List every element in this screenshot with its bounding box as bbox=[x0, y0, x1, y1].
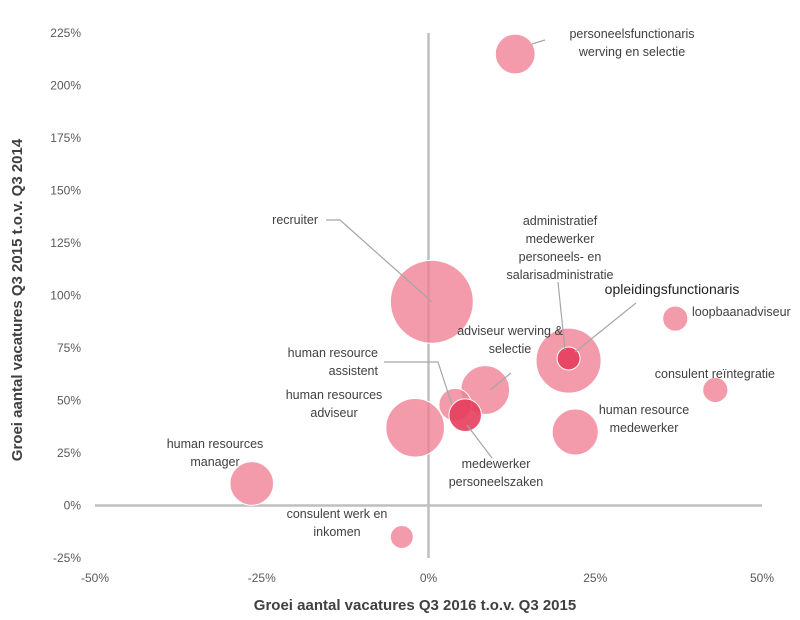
data-label-line: medewerker bbox=[610, 421, 679, 435]
data-label-human-resource-medewerker: human resource medewerker bbox=[599, 403, 689, 435]
y-tick-label: 25% bbox=[57, 446, 81, 460]
data-label-line: selectie bbox=[489, 342, 531, 356]
bubble-consulent-reintegratie bbox=[702, 376, 729, 404]
data-label-line: personeels- en bbox=[519, 250, 602, 264]
data-label-human-resources-adviseur: human resources adviseur bbox=[286, 388, 383, 420]
data-label-line: personeelszaken bbox=[449, 475, 544, 489]
y-tick-labels: -25% 0% 25% 50% 75% 100% 125% 150% 175% 200% 225% bbox=[50, 26, 81, 565]
data-label-consulent-reintegratie: consulent reïntegratie bbox=[655, 367, 775, 381]
bubble-human-resource-medewerker bbox=[551, 408, 599, 456]
y-tick-label: 100% bbox=[50, 289, 81, 303]
data-label-human-resources-manager: human resources manager bbox=[167, 437, 264, 469]
leader-line-administratief bbox=[557, 281, 566, 351]
x-tick-label: 25% bbox=[583, 571, 607, 585]
data-label-line: administratief bbox=[523, 214, 598, 228]
bubble-human-resources-adviseur bbox=[385, 397, 445, 458]
y-tick-label: 75% bbox=[57, 341, 81, 355]
x-tick-labels: -50% -25% 0% 25% 50% bbox=[81, 571, 774, 585]
data-label-line: inkomen bbox=[313, 525, 360, 539]
leader-line-adviseur-werving bbox=[489, 372, 512, 391]
y-tick-label: 225% bbox=[50, 26, 81, 40]
data-label-line: recruiter bbox=[272, 213, 318, 227]
data-label-line: opleidingsfunctionaris bbox=[605, 281, 740, 297]
data-label-recruiter: recruiter bbox=[272, 213, 318, 227]
data-label-line: consulent werk en bbox=[287, 507, 388, 521]
data-label-line: loopbaanadviseur bbox=[692, 305, 791, 319]
data-label-administratief: administratief medewerker personeels- en sa… bbox=[507, 214, 614, 282]
leader-line-human-resource-assistent bbox=[384, 361, 453, 406]
data-label-line: human resource bbox=[599, 403, 689, 417]
data-label-line: human resources bbox=[286, 388, 383, 402]
leader-line-medewerker-personeelszaken bbox=[466, 424, 493, 459]
x-tick-label: 50% bbox=[750, 571, 774, 585]
y-tick-label: 50% bbox=[57, 394, 81, 408]
data-label-line: adviseur bbox=[310, 406, 357, 420]
leader-line-personeelsfunctionaris bbox=[531, 39, 546, 45]
y-tick-label: 150% bbox=[50, 184, 81, 198]
data-label-line: assistent bbox=[329, 364, 379, 378]
data-label-line: werving en selectie bbox=[578, 45, 685, 59]
data-label-line: adviseur werving & bbox=[457, 324, 563, 338]
data-label-line: consulent reïntegratie bbox=[655, 367, 775, 381]
bubble-administratief bbox=[556, 346, 581, 371]
leader-line-recruiter bbox=[326, 219, 433, 303]
bubble-human-resources-manager bbox=[229, 461, 275, 506]
x-axis-title: Groei aantal vacatures Q3 2016 t.o.v. Q3… bbox=[254, 597, 576, 614]
bubble-personeelsfunctionaris bbox=[494, 33, 536, 75]
leader-line-opleidingsfunctionaris bbox=[574, 302, 637, 353]
data-label-line: medewerker bbox=[526, 232, 595, 246]
y-tick-label: -25% bbox=[53, 551, 81, 565]
data-label-line: salarisadministratie bbox=[507, 268, 614, 282]
x-tick-label: -25% bbox=[248, 571, 276, 585]
bubble-loopbaanadviseur bbox=[662, 305, 689, 332]
y-tick-label: 175% bbox=[50, 131, 81, 145]
y-axis-title: Groei aantal vacatures Q3 2015 t.o.v. Q3… bbox=[9, 138, 26, 461]
bubble-labels: personeelsfunctionaris werving en selecti… bbox=[167, 27, 791, 539]
data-label-opleidingsfunctionaris: opleidingsfunctionaris bbox=[605, 281, 740, 297]
data-label-line: personeelsfunctionaris bbox=[569, 27, 694, 41]
y-tick-label: 0% bbox=[64, 499, 82, 513]
x-tick-label: -50% bbox=[81, 571, 109, 585]
y-tick-label: 200% bbox=[50, 79, 81, 93]
data-label-consulent-werk: consulent werk en inkomen bbox=[287, 507, 388, 539]
data-label-medewerker-personeelszaken: medewerker personeelszaken bbox=[449, 457, 544, 489]
data-label-adviseur-werving: adviseur werving & selectie bbox=[457, 324, 563, 356]
data-label-human-resource-assistent: human resource assistent bbox=[288, 346, 379, 378]
y-tick-label: 125% bbox=[50, 236, 81, 250]
data-label-line: manager bbox=[190, 455, 239, 469]
bubble-medewerker-personeelszaken bbox=[448, 398, 482, 432]
x-tick-label: 0% bbox=[420, 571, 438, 585]
data-label-line: medewerker bbox=[462, 457, 531, 471]
data-label-line: human resource bbox=[288, 346, 378, 360]
data-label-personeelsfunctionaris: personeelsfunctionaris werving en selecti… bbox=[569, 27, 694, 59]
data-label-loopbaanadviseur: loopbaanadviseur bbox=[692, 305, 791, 319]
data-label-line: human resources bbox=[167, 437, 264, 451]
bubble-consulent-werk bbox=[389, 525, 414, 549]
